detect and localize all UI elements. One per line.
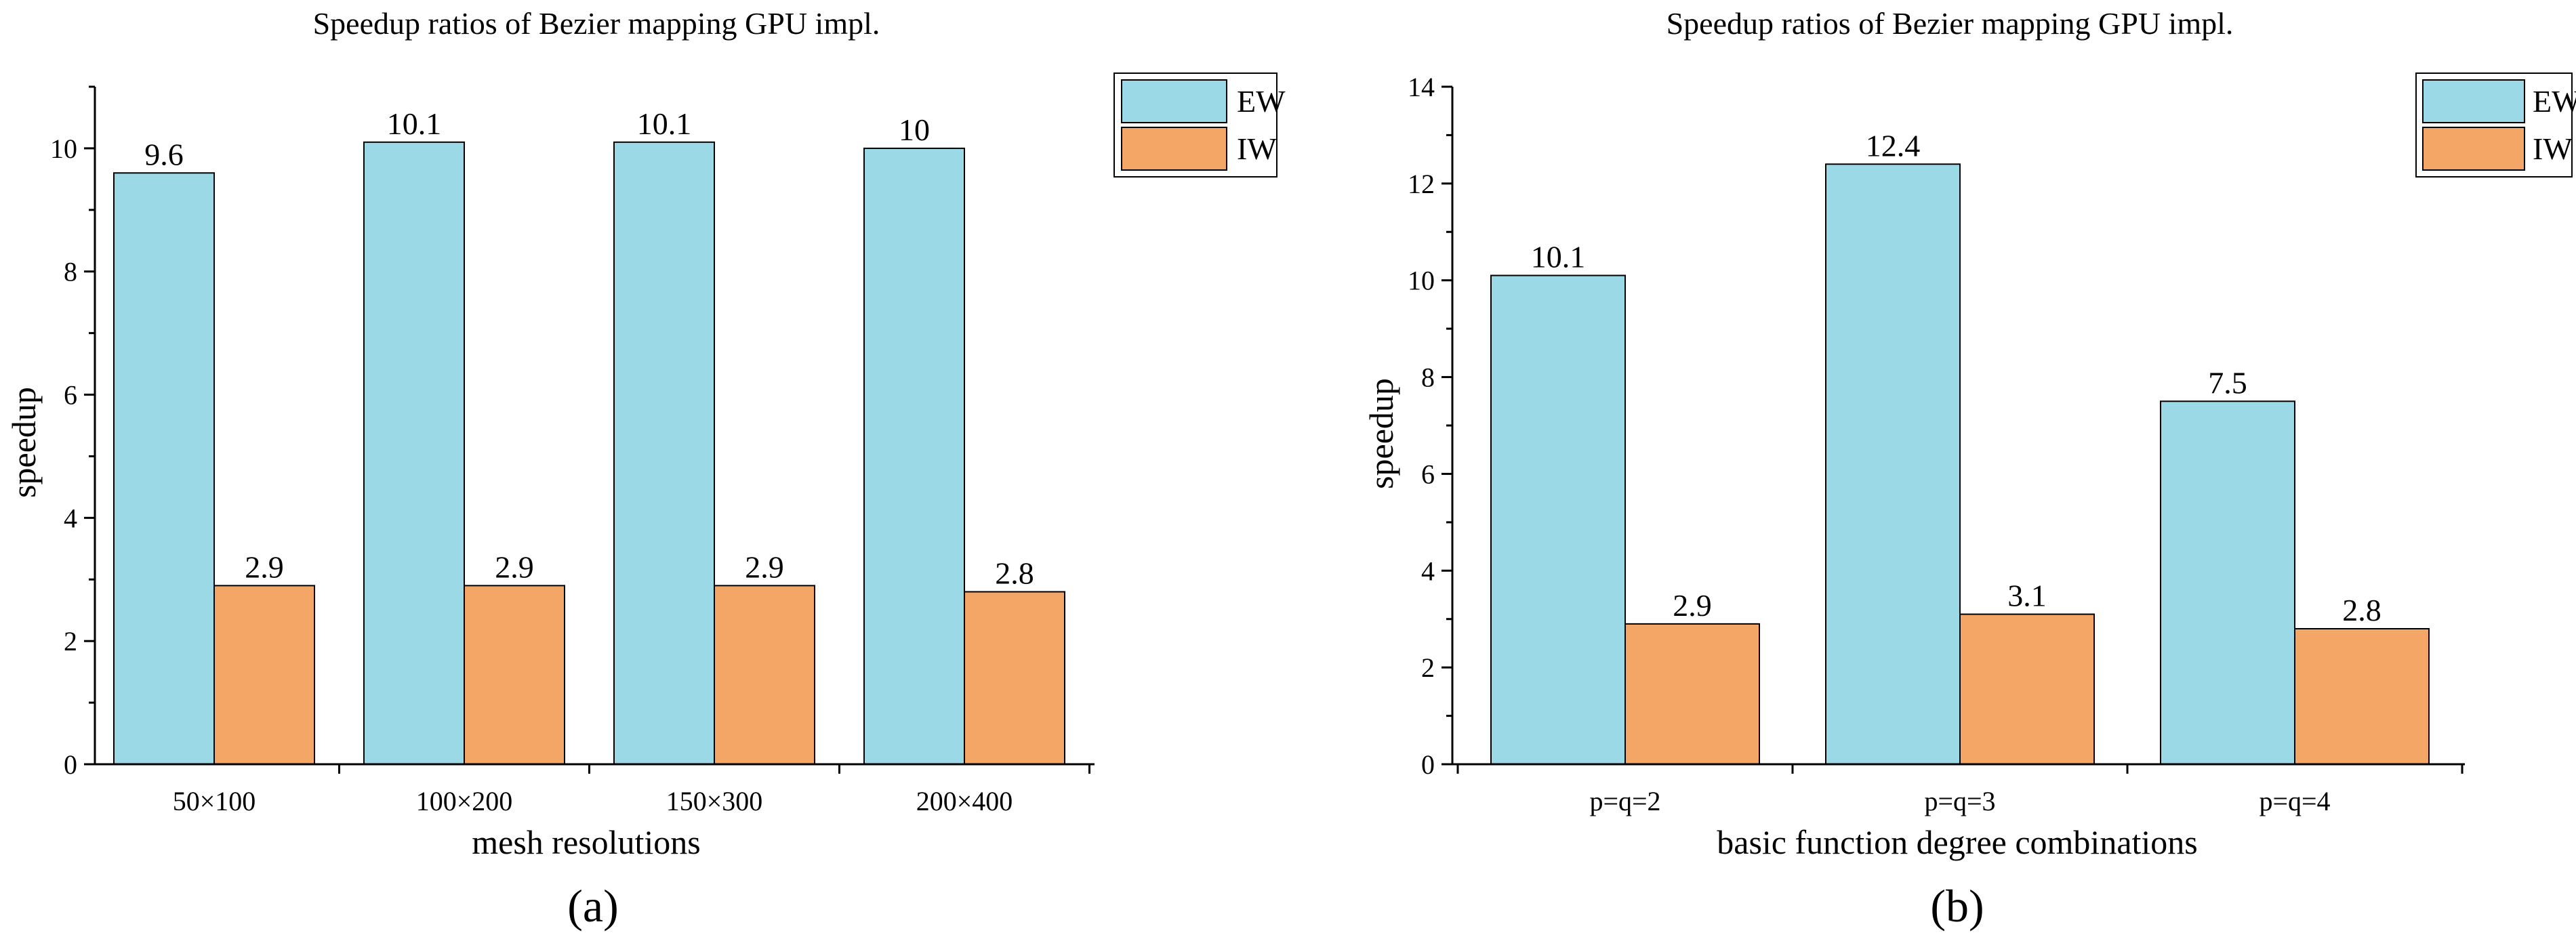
y-tick-label: 6 — [64, 380, 77, 411]
y-tick-label: 10 — [50, 133, 77, 164]
axes: 0 2 4 6 8 10 12 14 p=q=2 p=q=3 p=q=4 — [1408, 72, 2465, 816]
y-tick-label: 10 — [1408, 266, 1435, 296]
y-tick-label: 0 — [1421, 749, 1435, 780]
data-label-iw-2: 2.9 — [745, 549, 784, 584]
x-tick-label: 200×400 — [916, 786, 1013, 816]
legend-label-iw: IW — [1237, 131, 1277, 166]
x-tick-label: 150×300 — [666, 786, 763, 816]
y-tick-label: 6 — [1421, 459, 1435, 489]
y-tick-label: 4 — [1421, 556, 1435, 586]
data-label-iw-1: 3.1 — [2007, 579, 2047, 613]
y-tick-label: 0 — [64, 749, 77, 780]
y-axis-label: speedup — [1362, 378, 1400, 489]
bar-ew-0 — [1490, 274, 1626, 766]
data-label-ew-2: 7.5 — [2208, 365, 2247, 400]
y-tick-label: 2 — [64, 626, 77, 657]
data-label-iw-0: 2.9 — [245, 549, 284, 584]
y-tick-label: 2 — [1421, 652, 1435, 683]
bar-marks: 10.1 2.9 12.4 3.1 7.5 2.8 — [1490, 128, 2430, 766]
panel-label: (b) — [1930, 880, 1984, 932]
data-label-ew-0: 9.6 — [144, 137, 184, 171]
y-tick-label: 8 — [64, 257, 77, 287]
data-label-ew-1: 10.1 — [387, 106, 442, 141]
data-label-ew-2: 10.1 — [637, 106, 692, 141]
data-label-ew-3: 10 — [899, 112, 930, 147]
y-axis-label: speedup — [5, 387, 43, 498]
x-axis-label: basic function degree combinations — [1717, 823, 2198, 861]
legend-swatch-iw — [2422, 127, 2525, 171]
bar-iw-0 — [213, 585, 315, 765]
bar-iw-2 — [714, 585, 815, 765]
data-label-iw-0: 2.9 — [1673, 588, 1712, 623]
y-tick-label: 4 — [64, 503, 77, 533]
x-tick-label: 100×200 — [416, 786, 513, 816]
legend: EW IW — [2415, 72, 2576, 178]
data-label-ew-0: 10.1 — [1531, 240, 1586, 274]
x-tick-label: p=q=3 — [1924, 786, 1995, 816]
legend-swatch-iw — [1121, 127, 1227, 171]
legend: EW IW — [1113, 72, 1286, 178]
chart-panel-a: Speedup ratios of Bezier mapping GPU imp… — [5, 6, 1286, 932]
bar-iw-1 — [464, 585, 565, 765]
x-tick-label: 50×100 — [173, 786, 256, 816]
chart-title: Speedup ratios of Bezier mapping GPU imp… — [1667, 6, 2234, 41]
legend-swatch-ew — [1121, 79, 1227, 123]
chart-panel-b: Speedup ratios of Bezier mapping GPU imp… — [1362, 6, 2576, 932]
data-label-iw-2: 2.8 — [2342, 593, 2381, 627]
bar-ew-1 — [363, 141, 465, 765]
data-label-ew-1: 12.4 — [1866, 128, 1921, 163]
data-label-iw-1: 2.9 — [495, 549, 534, 584]
bar-ew-1 — [1825, 163, 1961, 766]
y-tick-label: 8 — [1421, 362, 1435, 393]
legend-label-iw: IW — [2533, 131, 2573, 166]
legend-label-ew: EW — [2533, 84, 2576, 119]
y-tick-label: 14 — [1408, 72, 1435, 102]
axes: 0 2 4 6 8 10 50×100 100×200 150×300 200×400 — [50, 85, 1095, 816]
y-tick-label: 12 — [1408, 169, 1435, 199]
x-tick-label: p=q=2 — [1589, 786, 1660, 816]
legend-swatch-ew — [2422, 79, 2525, 123]
bar-ew-0 — [113, 172, 215, 766]
legend-label-ew: EW — [1237, 84, 1286, 119]
data-label-iw-3: 2.8 — [995, 556, 1034, 590]
bar-marks: 9.6 2.9 10.1 2.9 10.1 2.9 10 2.8 — [113, 106, 1065, 766]
bar-iw-0 — [1624, 623, 1760, 765]
panel-label: (a) — [567, 880, 618, 932]
chart-title: Speedup ratios of Bezier mapping GPU imp… — [313, 6, 880, 41]
bar-ew-2 — [2160, 400, 2295, 765]
bar-ew-2 — [613, 141, 715, 765]
bar-ew-3 — [863, 147, 965, 765]
x-axis-label: mesh resolutions — [472, 823, 700, 861]
bar-iw-3 — [964, 591, 1065, 765]
bar-iw-1 — [1959, 613, 2095, 765]
bar-iw-2 — [2294, 628, 2430, 765]
x-tick-label: p=q=4 — [2259, 786, 2330, 816]
